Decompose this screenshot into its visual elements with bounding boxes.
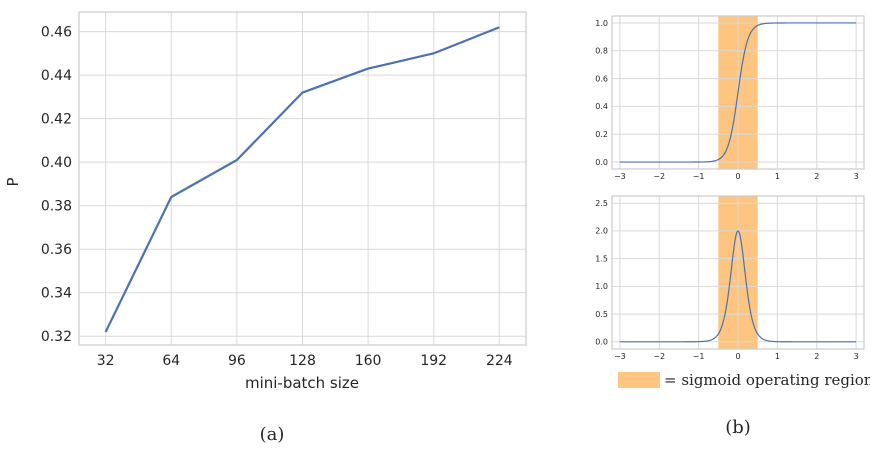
x-tick-label: 192	[420, 353, 447, 369]
panel-b-caption: (b)	[725, 417, 751, 438]
chart-a: 0.32 0.34 0.36 0.38 0.40 0.42 0.44 0.46 32 64 96 12…	[41, 12, 526, 369]
x-tick-label: −3	[614, 172, 626, 181]
y-tick-label: 0.32	[41, 329, 72, 345]
y-tick-label: 0.38	[41, 199, 72, 215]
x-tick-label: 224	[486, 353, 513, 369]
y-tick-label: 0.0	[595, 338, 608, 347]
x-tick-label: 2	[814, 352, 819, 361]
y-tick-label: 1.0	[595, 19, 608, 28]
y-tick-label: 0.8	[595, 47, 608, 56]
x-tick-label: 3	[854, 172, 859, 181]
chart-a-ylabel: P	[4, 177, 22, 186]
y-tick-label: 2.0	[595, 227, 608, 236]
y-tick-label: 0.2	[595, 130, 608, 139]
x-tick-label: 1	[775, 172, 780, 181]
y-tick-label: 0.6	[595, 74, 608, 83]
y-tick-label: 0.40	[41, 155, 72, 171]
y-tick-label: 1.5	[595, 254, 608, 263]
chart-a-xlabel: mini-batch size	[245, 374, 359, 392]
x-tick-label: −1	[693, 172, 705, 181]
x-tick-label: 128	[289, 353, 316, 369]
x-tick-label: 32	[97, 353, 115, 369]
legend-swatch	[618, 372, 660, 388]
x-tick-label: −2	[653, 352, 665, 361]
x-tick-label: 3	[854, 352, 859, 361]
panel-a-caption: (a)	[260, 424, 285, 445]
x-tick-label: −2	[653, 172, 665, 181]
y-tick-label: 2.5	[595, 199, 608, 208]
x-tick-label: 64	[162, 353, 180, 369]
legend-label: = sigmoid operating region	[664, 371, 870, 389]
y-tick-label: 0.0	[595, 158, 608, 167]
y-tick-label: 0.36	[41, 242, 72, 258]
x-tick-label: −3	[614, 352, 626, 361]
y-tick-label: 0.5	[595, 310, 608, 319]
chart-b-top: 0.0 0.2 0.4 0.6 0.8 1.0 −3 −2 −1 0 1 2 3	[595, 16, 864, 181]
x-tick-label: 96	[228, 353, 246, 369]
y-tick-label: 0.46	[41, 24, 72, 40]
y-tick-label: 0.34	[41, 286, 72, 302]
y-tick-label: 0.4	[595, 102, 608, 111]
x-tick-label: −1	[693, 352, 705, 361]
x-tick-label: 0	[735, 172, 740, 181]
chart-b-bottom: 0.0 0.5 1.0 1.5 2.0 2.5 −3 −2 −1 0 1 2 3	[595, 196, 864, 361]
y-tick-label: 0.44	[41, 68, 72, 84]
y-tick-label: 0.42	[41, 112, 72, 128]
x-tick-label: 2	[814, 172, 819, 181]
y-tick-label: 1.0	[595, 282, 608, 291]
x-tick-label: 1	[775, 352, 780, 361]
x-tick-label: 160	[355, 353, 382, 369]
x-tick-label: 0	[735, 352, 740, 361]
